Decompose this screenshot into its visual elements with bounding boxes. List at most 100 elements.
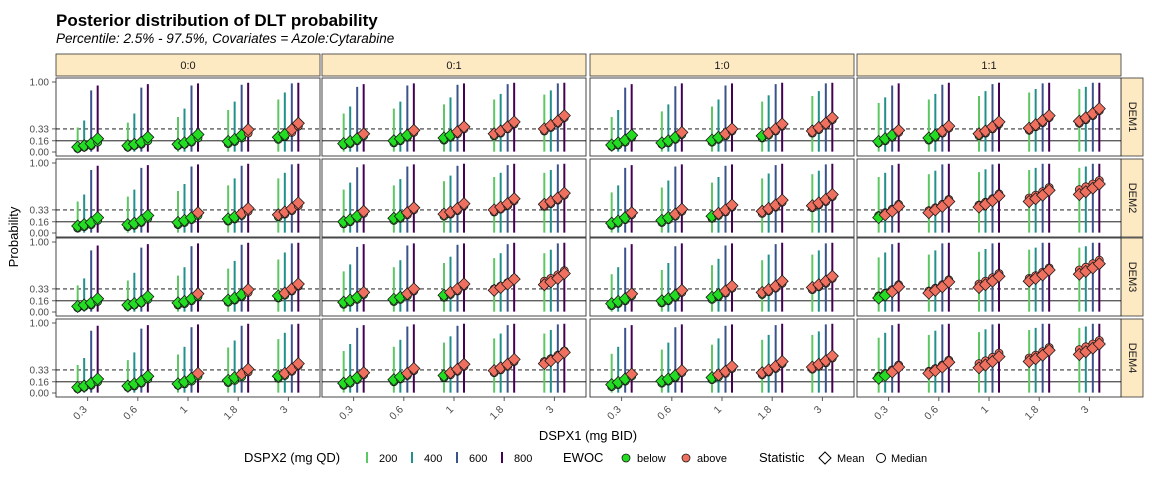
- x-tick-label: 3: [278, 404, 291, 417]
- x-tick-label: 1: [178, 404, 191, 417]
- mean-point: [91, 372, 105, 386]
- mean-point: [625, 367, 639, 381]
- mean-point: [141, 208, 155, 223]
- x-tick-label: 1.8: [755, 404, 774, 423]
- mean-point: [557, 186, 571, 200]
- panel-frame: [589, 77, 855, 157]
- x-tick-label: 0.6: [387, 404, 406, 423]
- legend-title-ewoc: EWOC: [563, 450, 603, 465]
- y-tick-label: 0.33: [30, 124, 50, 135]
- mean-point: [775, 274, 789, 288]
- facet-strip-col: [55, 53, 321, 77]
- x-tick-label: 0.3: [605, 404, 624, 423]
- legend-title-dspx2: DSPX2 (mg QD): [244, 450, 340, 465]
- mean-point: [507, 352, 521, 366]
- mean-point: [407, 361, 421, 376]
- x-tick-label: 0.3: [337, 404, 356, 423]
- mean-point: [407, 282, 421, 296]
- mean-point: [1042, 183, 1056, 197]
- mean-point: [357, 285, 371, 299]
- x-tick-label: 1.8: [487, 404, 506, 423]
- mean-point: [357, 127, 371, 141]
- legend-label-ewoc: below: [637, 453, 666, 465]
- mean-point: [675, 125, 689, 139]
- y-tick-label: 0.16: [30, 377, 50, 388]
- mean-point: [625, 287, 639, 301]
- panel-frame: [55, 158, 321, 238]
- legend-key-median: [876, 453, 886, 463]
- mean-point: [725, 198, 739, 212]
- x-tick-label: 3: [812, 404, 825, 417]
- x-tick-label: 1: [444, 404, 457, 417]
- mean-point: [457, 120, 471, 134]
- panel-frame: [589, 158, 855, 238]
- x-tick-label: 0.6: [922, 404, 941, 423]
- legend-label-statistic: Mean: [837, 453, 865, 465]
- x-tick-label: 0.3: [71, 404, 90, 423]
- mean-point: [241, 123, 255, 137]
- mean-point: [191, 206, 205, 220]
- mean-point: [91, 132, 105, 146]
- mean-point: [141, 290, 155, 304]
- mean-point: [942, 275, 956, 289]
- mean-point: [407, 123, 421, 137]
- mean-point: [892, 199, 906, 213]
- x-tick-label: 0.6: [121, 404, 140, 423]
- mean-point: [892, 280, 906, 294]
- panel-frame: [589, 237, 855, 317]
- mean-point: [725, 122, 739, 136]
- facet-strip-label: DEM3: [1126, 262, 1138, 293]
- mean-point: [91, 211, 105, 225]
- y-tick-label: 1.00: [30, 238, 50, 249]
- y-tick-label: 1.00: [30, 78, 50, 89]
- x-axis-title: DSPX1 (mg BID): [539, 428, 637, 443]
- y-tick-label: 0.00: [30, 389, 50, 400]
- y-tick-label: 1.00: [30, 319, 50, 330]
- mean-point: [625, 206, 639, 220]
- mean-point: [141, 130, 155, 144]
- x-tick-label: 1: [979, 404, 992, 417]
- mean-point: [992, 189, 1006, 203]
- mean-point: [675, 202, 689, 216]
- mean-point: [507, 272, 521, 286]
- mean-point: [557, 266, 571, 281]
- mean-point: [291, 116, 305, 130]
- mean-point: [675, 364, 689, 378]
- mean-point: [725, 279, 739, 293]
- facet-strip-label: DEM4: [1126, 343, 1138, 374]
- legend-title-statistic: Statistic: [759, 450, 805, 465]
- mean-point: [725, 359, 739, 373]
- mean-point: [241, 201, 255, 216]
- x-tick-label: 3: [1079, 404, 1092, 417]
- mean-point: [1042, 109, 1056, 123]
- legend-label-dspx2: 800: [514, 453, 532, 465]
- legend-label-dspx2: 200: [379, 453, 397, 465]
- mean-point: [457, 277, 471, 291]
- facet-strip-label: 1:1: [981, 60, 996, 72]
- facet-strip-col: [856, 53, 1122, 77]
- mean-point: [892, 360, 906, 374]
- facet-strip-label: DEM2: [1126, 183, 1138, 214]
- legend-label-dspx2: 400: [424, 453, 442, 465]
- legend-label-statistic: Median: [891, 453, 927, 465]
- y-tick-label: 0.00: [30, 148, 50, 159]
- mean-point: [241, 283, 255, 297]
- x-tick-label: 3: [544, 404, 557, 417]
- mean-point: [825, 187, 839, 202]
- mean-point: [892, 123, 906, 137]
- facet-strip-col: [589, 53, 855, 77]
- panel-frame: [321, 158, 587, 238]
- y-tick-label: 0.00: [30, 308, 50, 319]
- mean-point: [1042, 263, 1056, 277]
- mean-point: [1092, 257, 1106, 271]
- mean-point: [942, 119, 956, 133]
- facet-strip-label: 1:0: [714, 60, 729, 72]
- mean-point: [992, 269, 1006, 283]
- chart-title: Posterior distribution of DLT probabilit…: [56, 11, 378, 30]
- mean-point: [557, 109, 571, 123]
- y-axis-title: Probability: [6, 206, 21, 267]
- mean-point: [825, 269, 839, 283]
- facet-strip-label: 0:0: [180, 60, 195, 72]
- mean-point: [357, 366, 371, 380]
